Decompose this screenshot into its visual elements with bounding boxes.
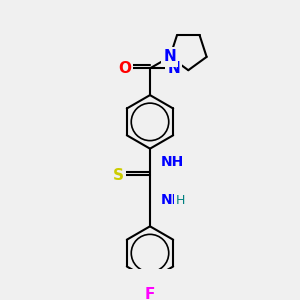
Text: H: H (176, 194, 185, 207)
Text: N: N (167, 61, 180, 76)
Text: NH: NH (161, 193, 184, 206)
Text: F: F (145, 287, 155, 300)
Text: N: N (164, 50, 176, 64)
Text: O: O (118, 61, 131, 76)
Text: S: S (113, 168, 124, 183)
Text: NH: NH (161, 155, 184, 169)
